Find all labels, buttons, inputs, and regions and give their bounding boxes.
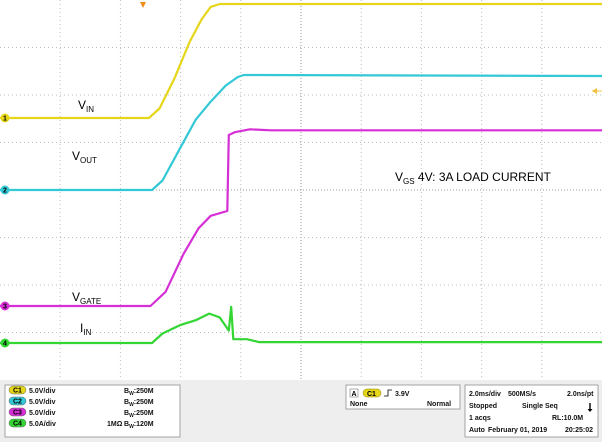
channel-markers: 1 2 3 4: [0, 113, 10, 348]
channel-marker-dot: [0, 301, 10, 311]
acquisition-box: [464, 384, 599, 438]
channel-marker-number: 1: [3, 116, 7, 123]
channel-scale: 5.0V/div: [29, 399, 56, 406]
trigger-status-icon: [587, 403, 593, 412]
trigger-settings: A C1 3.9V None Normal: [349, 388, 451, 408]
channel-bandwidth: BW:250M: [124, 399, 154, 408]
rising-edge-icon: [384, 389, 392, 397]
channel-marker-dot: [0, 113, 10, 123]
channel-marker-dot: [0, 338, 10, 348]
acquisition-settings: 2.0ms/div 500MS/s 2.0ns/pt Stopped Singl…: [469, 391, 594, 434]
channel-scale: 5.0V/div: [29, 388, 56, 395]
label-vgate: VGATE: [72, 290, 101, 306]
channel-badge-label: C2: [13, 399, 22, 406]
channel-marker-3: 3: [0, 301, 10, 311]
vertical-row: C4 5.0A/div 1MΩ BW:120M: [8, 418, 154, 430]
trigger-position-marker: [140, 2, 146, 8]
trigger-source-badge: [362, 388, 382, 398]
acq-state: Stopped: [469, 403, 497, 410]
channel-marker-number: 4: [3, 341, 7, 348]
trigger-type: None: [350, 401, 368, 408]
trigger-source: C1: [367, 391, 376, 398]
channel-marker-number: 2: [3, 188, 7, 195]
channel-scale: 5.0V/div: [29, 410, 56, 417]
channel-bandwidth: BW:250M: [124, 388, 154, 397]
channel-badge: [8, 396, 27, 406]
label-vin: VIN: [78, 98, 94, 114]
channel-badge-label: C1: [13, 388, 22, 395]
label-vout: VOUT: [72, 149, 97, 165]
chart-title: VGS 4V: 3A LOAD CURRENT: [395, 170, 552, 186]
channel-bandwidth: BW:250M: [124, 410, 154, 419]
vertical-row: C1 5.0V/div BW:250M: [8, 385, 154, 397]
sample-rate: 500MS/s: [508, 391, 536, 398]
trigger-level-marker: [592, 88, 602, 94]
acq-sequence: Single Seq: [522, 403, 558, 410]
label-iin: IIN: [80, 321, 92, 337]
trigger-mode: Normal: [427, 401, 451, 408]
channel-badge-label: C4: [13, 421, 22, 428]
acq-time: 20:25:02: [565, 427, 593, 434]
channel-marker-1: 1: [0, 113, 10, 123]
trace-iin: [0, 305, 602, 345]
channel-marker-dot: [0, 185, 10, 195]
trigger-level: 3.9V: [395, 391, 410, 398]
channel-marker-4: 4: [0, 338, 10, 348]
trace-vout: [0, 73, 602, 192]
acq-auto: Auto: [469, 427, 485, 434]
traces: [0, 2, 602, 345]
channel-coupling: 1MΩ: [107, 421, 123, 428]
channel-badge: [8, 385, 27, 395]
channel-scale: 5.0A/div: [29, 421, 56, 428]
vertical-settings-box: [4, 384, 181, 438]
trace-vin: [0, 2, 602, 120]
graticule: [0, 0, 602, 380]
vertical-row: C2 5.0V/div BW:250M: [8, 396, 154, 408]
channel-marker-number: 3: [3, 304, 7, 311]
vertical-settings-rows: C1 5.0V/div BW:250M C2 5.0V/div BW:250M C3 5.0V…: [8, 385, 154, 430]
channel-marker-2: 2: [0, 185, 10, 195]
record-length: RL:10.0M: [552, 415, 583, 422]
resolution: 2.0ns/pt: [567, 391, 594, 398]
vertical-row: C3 5.0V/div BW:250M: [8, 407, 154, 419]
channel-bandwidth: BW:120M: [124, 421, 154, 430]
trigger-mode-letter: A: [352, 391, 357, 398]
acq-count: 1 acqs: [469, 415, 491, 422]
trigger-settings-box: [345, 384, 461, 410]
trace-vgate: [0, 128, 602, 308]
channel-badge-label: C3: [13, 410, 22, 417]
time-per-div: 2.0ms/div: [469, 391, 501, 398]
channel-badge: [8, 418, 27, 428]
acq-date: February 01, 2019: [488, 427, 547, 434]
channel-badge: [8, 407, 27, 417]
